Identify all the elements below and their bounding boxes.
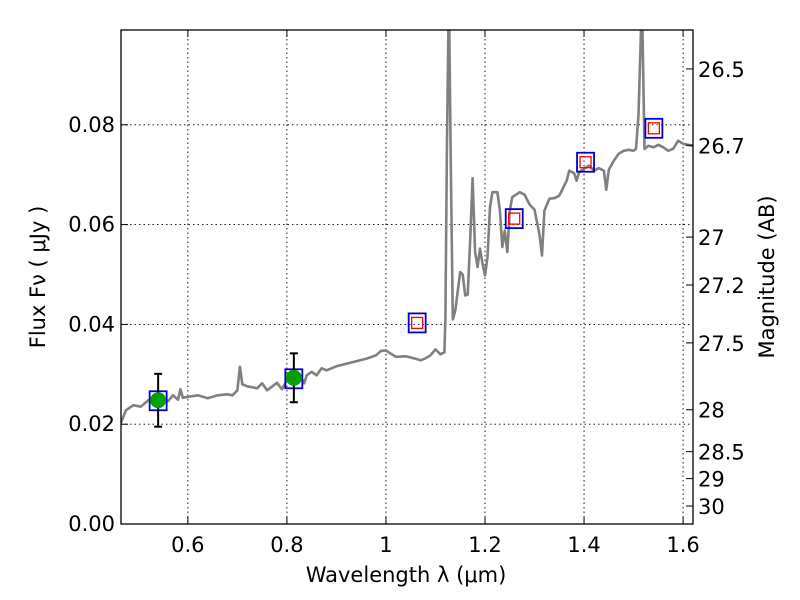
grid [121,30,693,525]
magnitude-tick-label: 27.2 [698,274,745,298]
x-axis-title: Wavelength λ (μm) [306,563,507,587]
model-flux-marker [647,122,661,135]
tick-labels: 0.6 0.8 1 1.2 1.4 1.6 0.00 0.02 0.04 0.06 0.08 26.5… [68,58,745,557]
model-spectrum-line [121,30,693,424]
synthetic-flux-square [407,312,427,334]
y-axis-title: Flux Fν ( μJy ) [26,206,50,349]
magnitude-tick-label: 28.5 [698,441,745,465]
x-tick-label: 1 [379,533,392,557]
magnitude-tick-label: 27 [698,226,725,250]
x-tick-label: 1.6 [666,533,699,557]
magnitude-tick-label: 30 [698,495,725,519]
observed-flux-point [150,392,167,409]
model-flux-marker [508,212,521,225]
synthetic-flux-square [576,151,595,173]
model-flux-marker [579,156,592,169]
y-tick-label: 0.04 [68,312,115,336]
magnitude-tick-label: 26.7 [698,134,745,158]
magnitude-tick-label: 29 [698,468,725,492]
y-tick-label: 0.00 [68,512,115,536]
y-tick-label: 0.08 [68,113,115,137]
y-tick-label: 0.06 [68,213,115,237]
synthetic-flux-square [644,117,664,139]
magnitude-tick-label: 27.5 [698,332,745,356]
photometry-layer [148,117,664,428]
model-spectrum-layer [121,30,693,424]
x-tick-label: 1.2 [468,533,501,557]
magnitude-tick-label: 28 [698,399,725,423]
synthetic-flux-square [504,208,524,230]
x-tick-label: 0.6 [171,533,204,557]
observed-flux-point [285,369,302,386]
right-axis-title: Magnitude (AB) [755,195,779,358]
x-tick-label: 1.4 [567,533,600,557]
magnitude-tick-label: 26.5 [698,58,745,82]
plot-frame [120,29,694,525]
axis-ticks [121,30,693,525]
model-flux-marker [411,316,424,330]
y-tick-label: 0.02 [68,412,115,436]
x-tick-label: 0.8 [270,533,303,557]
